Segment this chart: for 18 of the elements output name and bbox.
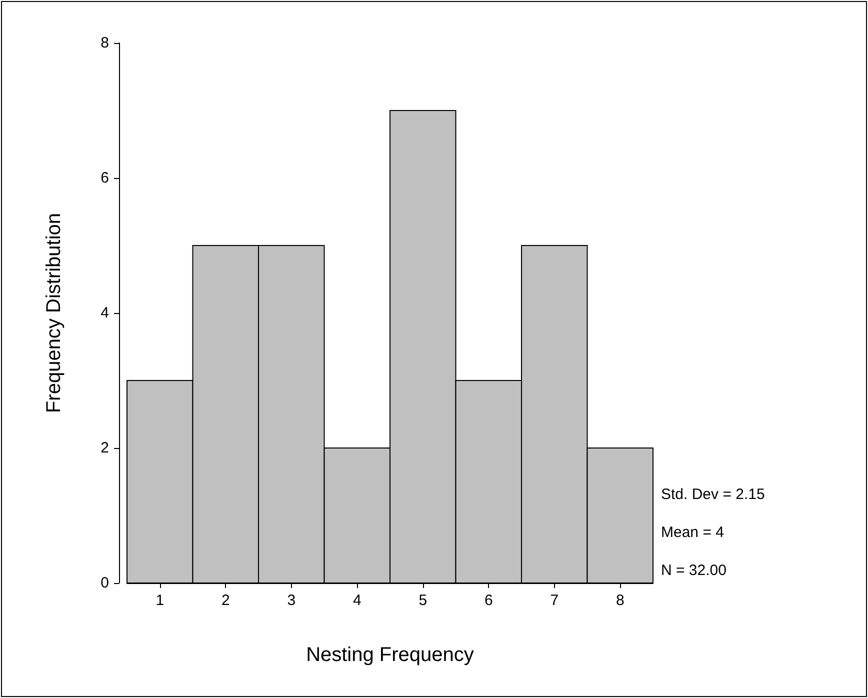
y-tick-label: 0 — [100, 574, 109, 592]
x-tick-label: 7 — [550, 592, 559, 609]
y-tick-label: 2 — [100, 440, 109, 456]
text: Std. Dev = 2.15 — [661, 486, 765, 503]
text: N = 32.00 — [661, 562, 726, 579]
x-tick-label: 2 — [221, 592, 230, 609]
x-tick-label: 1 — [156, 592, 164, 609]
x-tick-label: 6 — [484, 592, 493, 609]
text: Mean = 4 — [661, 524, 724, 541]
x-tick-label: 3 — [287, 592, 296, 609]
x-tick-label: 4 — [352, 592, 362, 609]
x-tick-label: 5 — [418, 592, 428, 609]
y-tick-label: 6 — [100, 170, 109, 186]
y-tick-label: 8 — [100, 34, 109, 52]
y-axis-title: Frequency Distribution — [43, 212, 65, 414]
x-tick-label: 8 — [616, 592, 624, 609]
x-axis-title: Nesting Frequency — [306, 644, 474, 666]
y-tick-label: 4 — [100, 304, 109, 322]
